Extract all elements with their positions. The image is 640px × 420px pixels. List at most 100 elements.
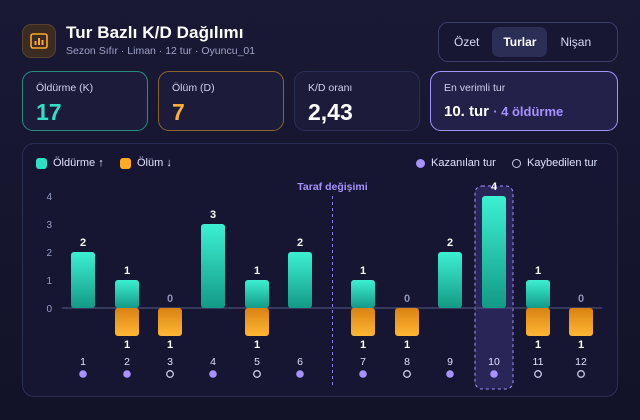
kills-value-label: 2: [447, 237, 453, 249]
round-label: 8: [404, 356, 410, 368]
kills-bar: [245, 280, 269, 308]
legend-lost: Kaybedilen tur: [512, 157, 597, 169]
legend-kills: Öldürme ↑: [36, 157, 104, 169]
round-won-dot: [296, 370, 304, 378]
page-subtitle: Sezon Sıfır · Liman · 12 tur · Oyuncu_01: [66, 45, 256, 57]
kills-bar: [115, 280, 139, 308]
round-label: 1: [80, 356, 86, 368]
round-won-dot: [79, 370, 87, 378]
y-tick-label: 2: [46, 248, 52, 259]
kills-value-label: 1: [124, 265, 130, 277]
round-label: 7: [360, 356, 366, 368]
legend-won-label: Kazanılan tur: [431, 157, 496, 169]
deaths-value-label: 1: [404, 339, 410, 351]
round-lost-dot: [534, 370, 542, 378]
deaths-value-label: 1: [535, 339, 541, 351]
legend-lost-label: Kaybedilen tur: [527, 157, 598, 169]
tab-nisan[interactable]: Nişan: [560, 35, 592, 49]
y-tick-label: 1: [46, 276, 52, 287]
round-label: 4: [210, 356, 216, 368]
lost-dot-icon: [512, 158, 521, 168]
legend-won: Kazanılan tur: [416, 157, 496, 169]
kills-value-label: 0: [167, 293, 173, 305]
kills-card: Öldürme (K) 17: [22, 71, 148, 131]
kills-value-label: 2: [80, 237, 86, 249]
kills-value-label: 1: [360, 265, 366, 277]
deaths-bar: [351, 308, 375, 336]
deaths-bar: [526, 308, 550, 336]
kills-value-label: 0: [404, 293, 410, 305]
deaths-value-label: 1: [254, 339, 260, 351]
kills-value-label: 1: [254, 265, 260, 277]
deaths-card: Ölüm (D) 7: [158, 71, 284, 131]
kills-bar: [71, 252, 95, 308]
y-tick-label: 3: [46, 220, 52, 231]
round-label: 12: [575, 356, 587, 368]
deaths-bar: [158, 308, 182, 336]
kd-ratio-value: 2,43: [308, 99, 353, 125]
tab-turlar[interactable]: Turlar: [492, 27, 548, 57]
kills-label: Öldürme (K): [36, 82, 94, 94]
round-won-dot: [123, 370, 131, 378]
kd-ratio-card: K/D oranı 2,43: [294, 71, 420, 131]
deaths-value-label: 1: [124, 339, 130, 351]
bar-chart-icon: [22, 24, 56, 58]
page-title: Tur Bazlı K/D Dağılımı: [66, 23, 244, 42]
deaths-value-label: 1: [167, 339, 173, 351]
kills-value: 17: [36, 99, 62, 125]
kills-bar: [526, 280, 550, 308]
round-label: 11: [533, 356, 544, 368]
legend-deaths-label: Ölüm ↓: [137, 157, 172, 169]
view-tabs: Özet Turlar Nişan: [438, 22, 618, 62]
tab-ozet[interactable]: Özet: [454, 35, 480, 49]
best-round-value: 10. tur · 4 öldürme: [444, 103, 604, 120]
round-label: 10: [488, 356, 500, 368]
kills-bar: [351, 280, 375, 308]
deaths-value: 7: [172, 99, 185, 125]
round-won-dot: [490, 370, 498, 378]
legend-deaths: Ölüm ↓: [120, 157, 172, 169]
kills-value-label: 2: [297, 237, 303, 249]
kills-bar: [201, 224, 225, 308]
round-label: 6: [297, 356, 303, 368]
deaths-label: Ölüm (D): [172, 82, 215, 94]
best-round-number: 10. tur: [444, 103, 490, 120]
deaths-swatch: [120, 157, 131, 169]
kills-bar: [482, 196, 506, 308]
deaths-value-label: 1: [578, 339, 584, 351]
kills-bar: [438, 252, 462, 308]
round-won-dot: [359, 370, 367, 378]
round-lost-dot: [403, 370, 411, 378]
round-label: 3: [167, 356, 173, 368]
chart-panel: [22, 143, 618, 397]
deaths-bar: [245, 308, 269, 336]
kills-value-label: 0: [578, 293, 584, 305]
won-dot-icon: [416, 158, 425, 168]
round-lost-dot: [166, 370, 174, 378]
round-label: 9: [447, 356, 453, 368]
y-tick-label: 0: [46, 304, 52, 315]
round-lost-dot: [577, 370, 585, 378]
side-switch-label: Taraf değişimi: [297, 181, 367, 193]
best-round-label: En verimli tur: [444, 82, 506, 94]
kills-value-label: 1: [535, 265, 541, 277]
best-round-detail: · 4 öldürme: [493, 104, 564, 119]
deaths-bar: [569, 308, 593, 336]
deaths-bar: [115, 308, 139, 336]
round-lost-dot: [253, 370, 261, 378]
round-won-dot: [446, 370, 454, 378]
kills-swatch: [36, 157, 47, 169]
round-label: 5: [254, 356, 260, 368]
deaths-value-label: 1: [360, 339, 366, 351]
best-round-card: En verimli tur 10. tur · 4 öldürme: [430, 71, 618, 131]
kills-value-label: 4: [491, 181, 498, 193]
kills-bar: [288, 252, 312, 308]
y-tick-label: 4: [46, 192, 52, 203]
round-won-dot: [209, 370, 217, 378]
round-label: 2: [124, 356, 130, 368]
legend-kills-label: Öldürme ↑: [53, 157, 104, 169]
kills-value-label: 3: [210, 209, 216, 221]
deaths-bar: [395, 308, 419, 336]
kd-ratio-label: K/D oranı: [308, 82, 353, 94]
